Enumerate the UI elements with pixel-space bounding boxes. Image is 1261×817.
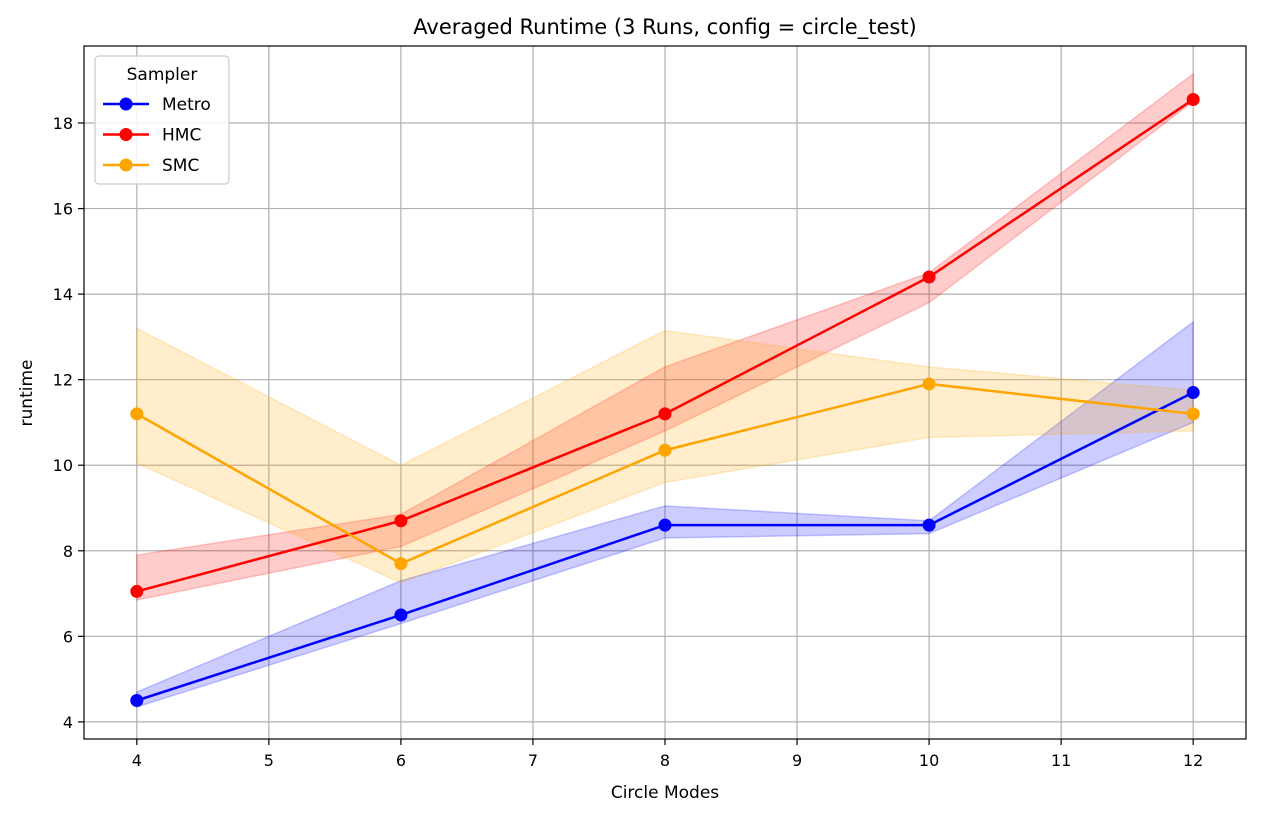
x-tick-label: 10 [919, 751, 939, 770]
x-tick-label: 9 [792, 751, 802, 770]
point-hmc [394, 514, 408, 528]
x-tick-label: 12 [1183, 751, 1203, 770]
legend-label-hmc: HMC [162, 126, 201, 146]
legend-marker-metro [119, 97, 133, 111]
y-axis-label: runtime [17, 360, 37, 427]
point-hmc [922, 270, 936, 284]
point-metro [130, 694, 144, 707]
y-tick-label: 4 [63, 713, 73, 732]
y-axis-ticks: 4 6 8 10 12 14 16 18 [53, 114, 84, 732]
point-smc [658, 443, 672, 457]
x-tick-label: 5 [264, 751, 274, 770]
point-smc [130, 407, 144, 421]
x-tick-label: 8 [660, 751, 670, 770]
y-tick-label: 10 [53, 456, 73, 475]
y-tick-label: 16 [53, 200, 73, 219]
point-smc [1186, 407, 1200, 421]
point-metro [394, 608, 408, 622]
grid-lines [84, 46, 1246, 739]
y-tick-label: 18 [53, 114, 73, 133]
legend-entries: Metro HMC SMC [103, 95, 211, 176]
point-hmc [658, 407, 672, 421]
x-tick-label: 7 [528, 751, 538, 770]
point-smc [922, 377, 936, 391]
legend-marker-hmc [119, 128, 133, 141]
chart-title: Averaged Runtime (3 Runs, config = circl… [413, 15, 917, 40]
legend-title: Sampler [127, 65, 198, 85]
point-metro [922, 518, 936, 532]
series-points [130, 92, 1200, 707]
x-tick-label: 4 [132, 751, 142, 770]
point-metro [658, 518, 672, 532]
y-tick-label: 8 [63, 542, 73, 561]
x-axis-label: Circle Modes [611, 783, 719, 803]
x-tick-label: 11 [1051, 751, 1071, 770]
legend-marker-smc [119, 158, 133, 172]
point-hmc [130, 584, 144, 598]
legend-box [94, 55, 230, 185]
point-metro [1186, 386, 1200, 399]
y-tick-label: 12 [53, 371, 73, 390]
point-hmc [1186, 92, 1200, 106]
x-tick-label: 6 [396, 751, 406, 770]
point-smc [394, 557, 408, 571]
legend-label-metro: Metro [162, 95, 211, 115]
legend-label-smc: SMC [162, 156, 199, 176]
y-tick-label: 6 [63, 627, 73, 646]
x-axis-ticks: 4 5 6 7 8 9 10 11 12 [132, 739, 1203, 770]
legend: Sampler Metro HMC SMC [94, 55, 230, 185]
y-tick-label: 14 [53, 285, 73, 304]
